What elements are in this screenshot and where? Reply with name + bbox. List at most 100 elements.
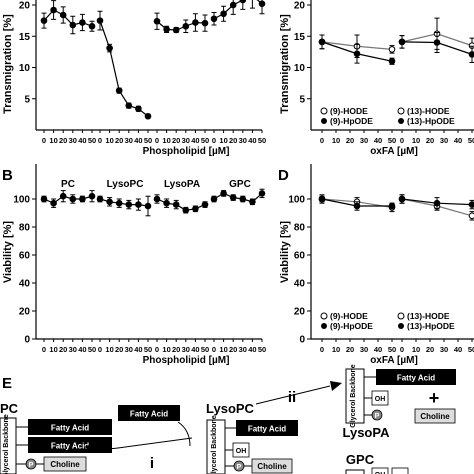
x-tick-label: 20 <box>229 136 237 145</box>
gpc-oh-2 <box>391 467 409 474</box>
x-tick-label: 10 <box>49 136 57 145</box>
data-point <box>50 199 57 207</box>
lysopc-glycerol-box <box>206 419 226 474</box>
data-point <box>144 112 152 120</box>
panel-a2-y-label: Transmigration [%] <box>279 14 291 114</box>
x-tick-label: 20 <box>115 345 123 354</box>
data-point <box>172 26 180 34</box>
panel-b-x-label: Phospholipid [µM] <box>143 355 230 366</box>
gpc-structure: OH <box>345 467 409 474</box>
data-point <box>398 195 406 203</box>
x-tick-label: 30 <box>125 345 133 354</box>
data-point <box>220 190 227 197</box>
data-point <box>125 201 133 208</box>
x-tick-label: 0 <box>212 345 216 354</box>
data-point <box>40 195 48 203</box>
data-point <box>468 212 474 220</box>
group-label-gpc: GPC <box>229 179 251 190</box>
x-tick-label: 40 <box>78 345 86 354</box>
legend-label-9-hode: (9)-HODE <box>330 106 368 116</box>
y-tick-label: 5 <box>24 94 30 105</box>
x-tick-label: 10 <box>219 345 227 354</box>
panel-e-letter: E <box>2 375 12 392</box>
panel-a2-x-label: oxFA [µM] <box>370 146 418 157</box>
x-tick-label: 20 <box>229 345 237 354</box>
x-tick-label: 20 <box>172 136 180 145</box>
x-tick-label: 0 <box>155 136 159 145</box>
x-tick-label: 50 <box>388 345 396 354</box>
x-tick-label: 30 <box>69 136 77 145</box>
x-tick-label: 30 <box>440 136 448 145</box>
y-tick-label: 40 <box>294 279 306 290</box>
panel-a2-transmigration-oxfa: Transmigration [%] oxFA [µM] (9)-HODE (9… <box>279 0 474 157</box>
lysopc-fatty-acid <box>236 420 298 436</box>
legend-label-13-hode: (13)-HODE <box>407 106 450 116</box>
data-point <box>318 38 326 46</box>
data-point <box>163 199 170 207</box>
data-point <box>163 26 170 33</box>
data-point <box>468 51 474 58</box>
x-tick-label: 40 <box>454 345 462 354</box>
released-fatty-acid-label: Fatty Acid <box>130 410 168 419</box>
data-point <box>50 6 57 14</box>
data-point <box>433 199 441 207</box>
x-tick-label: 40 <box>454 136 462 145</box>
data-point <box>220 10 227 18</box>
arrow-ii-head <box>330 381 342 391</box>
legend-marker-9-hode <box>320 312 328 320</box>
panel-a-transmigration-phospholipid: Transmigration [%] Phospholipid [µM] <box>2 0 262 157</box>
x-tick-label: 20 <box>346 136 354 145</box>
data-point <box>192 19 199 26</box>
x-tick-label: 0 <box>400 136 404 145</box>
data-point <box>106 44 113 52</box>
x-tick-label: 0 <box>212 136 216 145</box>
lysopc-structure: Glycerol Backbone Fatty Acid OH P Cholin… <box>206 415 298 474</box>
data-point <box>388 202 396 210</box>
legend-label-13-hode: (13)-HODE <box>407 311 450 321</box>
pc-fatty-acid-1-label: Fatty Acid <box>51 424 89 433</box>
x-tick-label: 50 <box>258 136 266 145</box>
data-point <box>59 11 67 19</box>
free-choline <box>414 408 456 424</box>
x-tick-label: 0 <box>42 136 46 145</box>
legend-label-9-hpode: (9)-HpODE <box>330 321 373 331</box>
x-tick-label: 40 <box>134 345 142 354</box>
x-tick-label: 40 <box>191 345 199 354</box>
x-tick-label: 0 <box>320 345 324 354</box>
data-point <box>388 57 396 65</box>
x-tick-label: 20 <box>59 345 67 354</box>
lysopc-oh <box>232 442 250 458</box>
y-tick-label: 10 <box>19 63 31 74</box>
legend-label-13-hpode: (13)-HpODE <box>407 321 455 331</box>
y-tick-label: 0 <box>24 335 30 346</box>
pc-label: PC <box>0 401 19 416</box>
x-tick-label: 0 <box>320 136 324 145</box>
pc-choline <box>43 456 87 472</box>
arrow-i-label: i <box>150 455 154 472</box>
legend-marker-9-hpode <box>321 118 327 124</box>
data-point <box>192 205 199 213</box>
x-tick-label: 30 <box>360 345 368 354</box>
y-tick-label: 10 <box>294 63 306 74</box>
pc-structure: Glycerol Backbone Fatty Acid Fatty Acid … <box>0 414 112 474</box>
y-tick-label: 60 <box>294 251 306 262</box>
data-point <box>258 190 266 197</box>
x-tick-label: 0 <box>98 345 102 354</box>
lysopc-glycerol-label: Glycerol Backbone <box>211 415 218 474</box>
gpc-glycerol-box <box>345 469 365 474</box>
pc-glycerol-label: Glycerol Backbone <box>3 414 10 474</box>
series-line <box>99 20 149 117</box>
data-point <box>69 21 77 29</box>
data-point <box>433 39 441 46</box>
gpc-oh-label: OH <box>375 472 386 474</box>
data-point <box>96 195 104 203</box>
legend-marker-13-hode <box>397 312 405 320</box>
arrow-i-branch <box>177 421 191 447</box>
x-tick-label: 40 <box>374 345 382 354</box>
lysopc-label: LysoPC <box>206 401 255 416</box>
lysopc-fatty-acid-label: Fatty Acid <box>248 425 286 434</box>
y-tick-label: 100 <box>13 195 30 206</box>
x-tick-label: 50 <box>258 345 266 354</box>
lysopc-choline-label: Choline <box>257 462 287 471</box>
